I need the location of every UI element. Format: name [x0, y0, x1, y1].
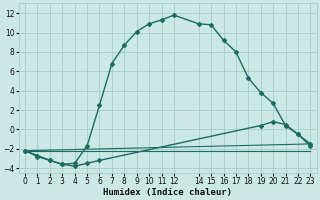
X-axis label: Humidex (Indice chaleur): Humidex (Indice chaleur)	[103, 188, 232, 197]
